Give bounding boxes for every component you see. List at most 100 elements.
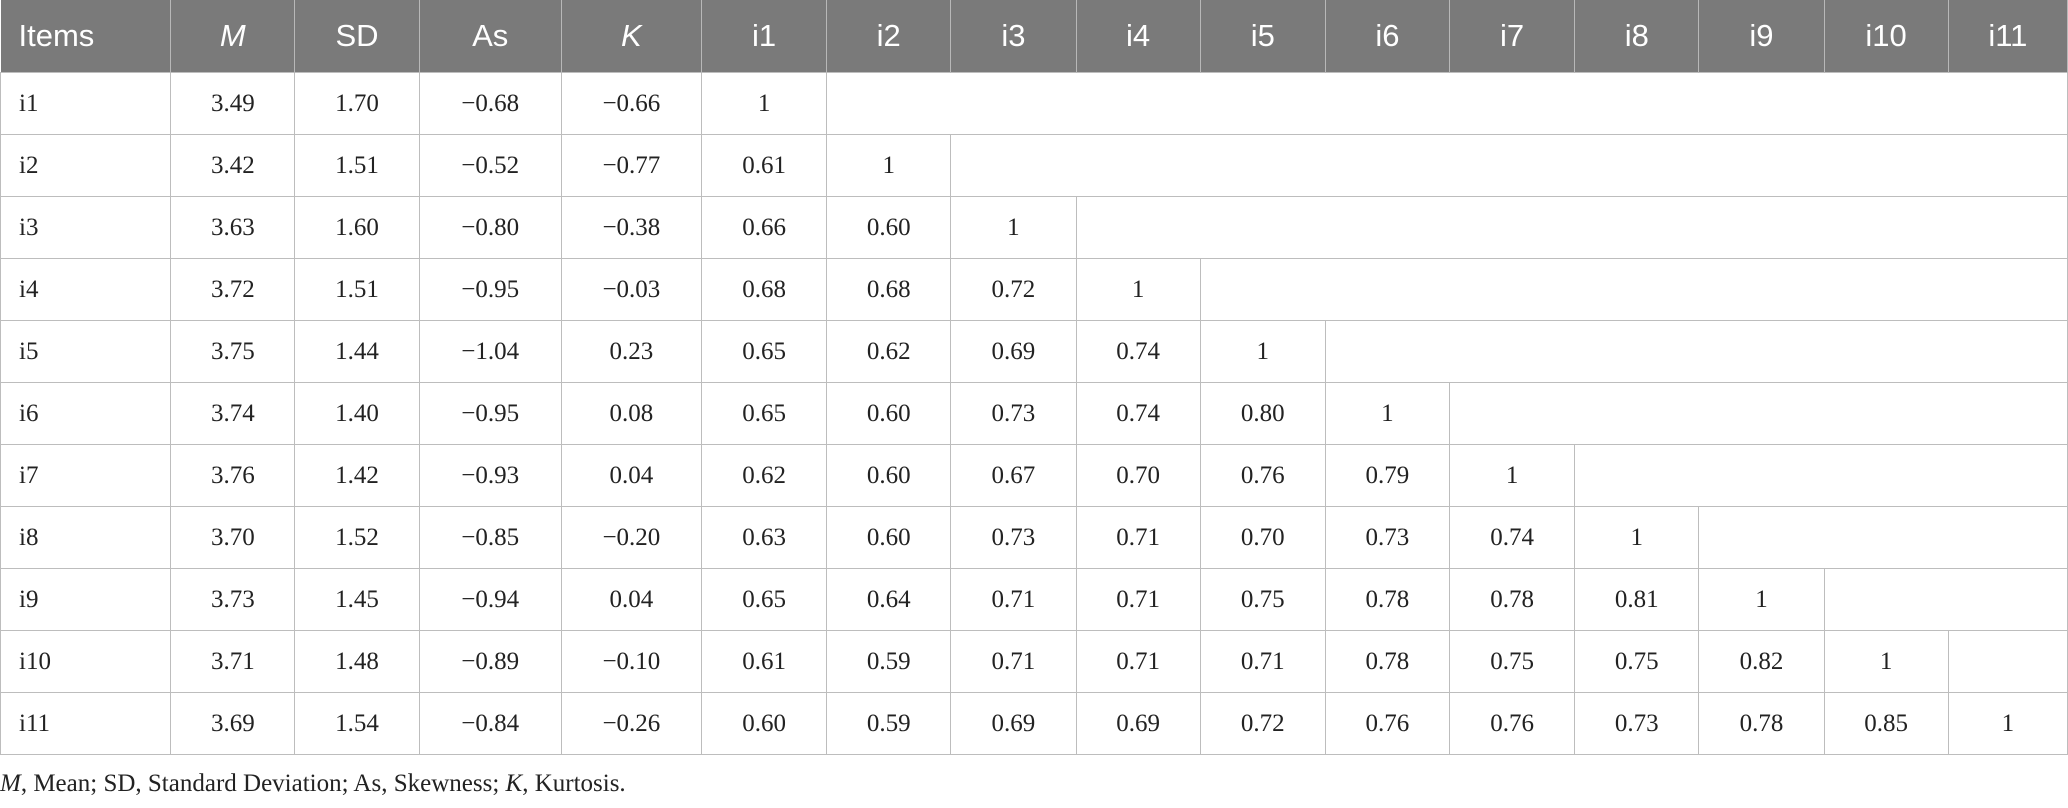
table-cell: −0.94 xyxy=(418,568,562,631)
table-cell: 1 xyxy=(1075,258,1201,321)
table-cell: 0.04 xyxy=(560,568,702,631)
table-cell: 3.73 xyxy=(170,568,296,631)
empty-upper-triangle xyxy=(1574,444,2068,507)
column-header-as: As xyxy=(419,0,562,73)
row-label: i10 xyxy=(0,630,172,693)
footnote-part: , Kurtosis. xyxy=(522,770,626,797)
table-cell: 3.71 xyxy=(170,630,296,693)
table-cell: 0.62 xyxy=(826,320,952,383)
table-row: i9 3.73 1.45 −0.94 0.04 0.65 0.64 0.71 0.71 0.75 0… xyxy=(0,568,2068,631)
table-cell: 1 xyxy=(700,72,828,135)
row-label: i3 xyxy=(0,196,172,259)
table-cell: 0.78 xyxy=(1324,568,1451,631)
row-label: i9 xyxy=(0,568,172,631)
table-cell: 0.60 xyxy=(826,444,952,507)
column-header-i11: i11 xyxy=(1948,0,2068,73)
column-header-k: K xyxy=(561,0,702,73)
table-cell: 0.74 xyxy=(1075,320,1201,383)
table-cell: 0.73 xyxy=(950,382,1077,445)
table-cell: −0.95 xyxy=(418,258,562,321)
table-cell: 1 xyxy=(1698,568,1825,631)
table-cell: 0.64 xyxy=(826,568,952,631)
row-label: i2 xyxy=(0,134,172,197)
table-cell: −0.52 xyxy=(418,134,562,197)
table-cell: 3.69 xyxy=(170,692,296,755)
table-cell: 0.60 xyxy=(826,506,952,569)
table-footnote: M, Mean; SD, Standard Deviation; As, Ske… xyxy=(0,770,626,798)
table-cell: 1.51 xyxy=(294,134,420,197)
table-cell: 1.42 xyxy=(294,444,420,507)
row-label: i5 xyxy=(0,320,172,383)
table-cell: 1.48 xyxy=(294,630,420,693)
table-cell: 3.75 xyxy=(170,320,296,383)
footnote-part: , Mean; SD, Standard Deviation; As, Skew… xyxy=(20,770,506,797)
table-cell: 3.49 xyxy=(170,72,296,135)
table-cell: 0.70 xyxy=(1075,444,1201,507)
empty-upper-triangle xyxy=(1698,506,2068,569)
table-cell: 0.76 xyxy=(1199,444,1326,507)
table-cell: 0.67 xyxy=(950,444,1077,507)
table-cell: 0.82 xyxy=(1698,630,1825,693)
table-cell: 0.65 xyxy=(700,320,828,383)
row-label: i6 xyxy=(0,382,172,445)
table-row: i8 3.70 1.52 −0.85 −0.20 0.63 0.60 0.73 0.71 0.70… xyxy=(0,506,2068,569)
table-cell: 1.52 xyxy=(294,506,420,569)
table-row: i7 3.76 1.42 −0.93 0.04 0.62 0.60 0.67 0.70 0.76 0… xyxy=(0,444,2068,507)
table-cell: 1.60 xyxy=(294,196,420,259)
column-header-i6: i6 xyxy=(1325,0,1451,73)
table-cell: 0.69 xyxy=(950,320,1077,383)
table-cell: 0.63 xyxy=(700,506,828,569)
column-header-i9: i9 xyxy=(1698,0,1825,73)
table-cell: 0.75 xyxy=(1574,630,1700,693)
table-cell: −0.20 xyxy=(560,506,702,569)
table-cell: 1.70 xyxy=(294,72,420,135)
empty-upper-triangle xyxy=(1947,630,2068,693)
row-label: i8 xyxy=(0,506,172,569)
table-row: i5 3.75 1.44 −1.04 0.23 0.65 0.62 0.69 0.74 1 xyxy=(0,320,2068,383)
table-cell: −0.84 xyxy=(418,692,562,755)
table-cell: 0.71 xyxy=(950,568,1077,631)
table-cell: 3.76 xyxy=(170,444,296,507)
table-cell: 0.08 xyxy=(560,382,702,445)
empty-upper-triangle xyxy=(1075,196,2068,259)
table-cell: 0.81 xyxy=(1574,568,1700,631)
table-cell: 0.78 xyxy=(1698,692,1825,755)
table-cell: 0.59 xyxy=(826,692,952,755)
table-cell: 0.59 xyxy=(826,630,952,693)
table-cell: 0.61 xyxy=(700,630,828,693)
table-cell: −0.80 xyxy=(418,196,562,259)
table-cell: −0.66 xyxy=(560,72,702,135)
table-cell: 0.66 xyxy=(700,196,828,259)
table-cell: 0.68 xyxy=(700,258,828,321)
table-cell: 1 xyxy=(1199,320,1326,383)
column-header-m: M xyxy=(170,0,296,73)
table-cell: −0.26 xyxy=(560,692,702,755)
table-cell: 0.71 xyxy=(1199,630,1326,693)
table-cell: 1 xyxy=(1574,506,1700,569)
row-label: i1 xyxy=(0,72,172,135)
table-row: i10 3.71 1.48 −0.89 −0.10 0.61 0.59 0.71 0.71 0.7… xyxy=(0,630,2068,693)
footnote-part: M xyxy=(0,770,21,797)
table-cell: 0.80 xyxy=(1199,382,1326,445)
table-cell: 0.72 xyxy=(950,258,1077,321)
table-cell: 3.74 xyxy=(170,382,296,445)
table-cell: −0.03 xyxy=(560,258,702,321)
table-cell: 1.45 xyxy=(294,568,420,631)
table-cell: 1 xyxy=(1947,692,2068,755)
table-cell: 1.40 xyxy=(294,382,420,445)
table-cell: 0.65 xyxy=(700,568,828,631)
column-header-i1: i1 xyxy=(701,0,828,73)
table-cell: 0.85 xyxy=(1823,692,1949,755)
table-cell: 0.76 xyxy=(1449,692,1576,755)
column-header-items: Items xyxy=(0,0,172,73)
table-cell: 3.63 xyxy=(170,196,296,259)
table-cell: 1 xyxy=(1324,382,1451,445)
table-row: i2 3.42 1.51 −0.52 −0.77 0.61 1 xyxy=(0,134,2068,197)
table-cell: 1.51 xyxy=(294,258,420,321)
table-cell: 0.74 xyxy=(1075,382,1201,445)
table-row: i11 3.69 1.54 −0.84 −0.26 0.60 0.59 0.69 0.69 0.7… xyxy=(0,692,2068,755)
table-cell: 0.73 xyxy=(950,506,1077,569)
table-cell: −0.85 xyxy=(418,506,562,569)
table-cell: −0.10 xyxy=(560,630,702,693)
